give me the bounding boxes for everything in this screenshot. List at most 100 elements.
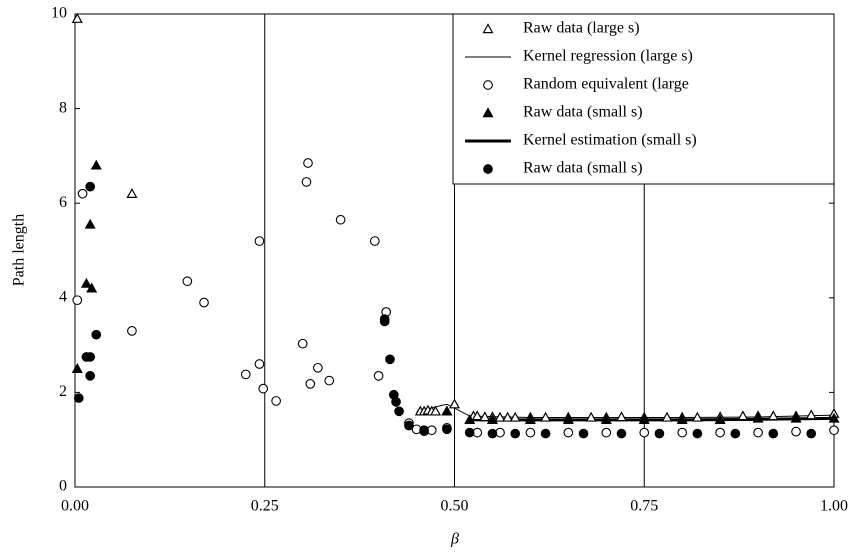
marker <box>714 414 726 425</box>
marker <box>258 383 269 394</box>
marker <box>199 297 209 308</box>
marker <box>829 425 839 436</box>
line <box>469 416 835 422</box>
y-tick-label: 6 <box>59 194 67 211</box>
marker <box>404 420 414 431</box>
marker <box>182 276 193 287</box>
marker <box>752 412 764 423</box>
marker <box>301 177 312 187</box>
marker <box>71 363 83 373</box>
x-axis-label: β <box>450 531 459 548</box>
y-tick-label: 2 <box>59 383 67 400</box>
marker <box>737 410 749 421</box>
marker <box>254 236 265 246</box>
marker <box>391 397 401 407</box>
marker <box>509 411 521 422</box>
marker <box>540 428 551 439</box>
x-tick-label: 0.00 <box>61 498 89 515</box>
marker <box>482 23 494 34</box>
y-tick-label: 4 <box>59 288 67 305</box>
marker <box>753 427 763 438</box>
y-axis-label: Path length <box>11 214 28 286</box>
marker <box>240 369 251 380</box>
marker <box>615 411 627 422</box>
marker <box>806 428 817 439</box>
marker <box>72 295 83 306</box>
marker <box>601 427 612 438</box>
marker <box>84 218 96 229</box>
marker <box>464 414 476 425</box>
marker <box>562 414 574 425</box>
marker <box>767 410 779 421</box>
marker <box>73 393 84 403</box>
legend-label: Kernel estimation (small s) <box>523 132 697 149</box>
marker <box>77 188 88 199</box>
marker <box>768 428 779 439</box>
x-tick-label: 1.00 <box>820 498 848 515</box>
marker <box>305 379 316 389</box>
marker <box>494 411 506 422</box>
marker <box>677 427 688 438</box>
marker <box>828 412 840 423</box>
marker <box>692 428 703 439</box>
marker <box>126 188 138 198</box>
legend-label: Raw data (large s) <box>523 20 640 37</box>
marker <box>805 409 817 420</box>
marker <box>419 426 429 437</box>
marker <box>661 411 673 422</box>
marker <box>91 329 102 340</box>
legend-label: Kernel regression (large s) <box>523 48 693 65</box>
marker <box>373 370 384 381</box>
marker <box>525 427 536 438</box>
marker <box>441 405 453 416</box>
marker <box>790 412 802 423</box>
marker <box>85 181 96 192</box>
legend-label: Random equivalent (large <box>523 76 689 93</box>
marker <box>791 426 801 437</box>
marker <box>487 428 498 439</box>
marker <box>676 414 688 425</box>
marker <box>479 411 491 422</box>
x-tick-label: 0.75 <box>630 498 658 515</box>
marker <box>483 164 493 174</box>
marker <box>379 314 390 324</box>
marker <box>654 428 665 439</box>
marker <box>638 414 650 425</box>
marker <box>715 427 726 438</box>
marker <box>369 236 380 246</box>
x-tick-label: 0.25 <box>251 498 279 515</box>
marker <box>563 427 574 438</box>
marker <box>510 428 521 439</box>
marker <box>385 354 395 365</box>
marker <box>482 107 494 118</box>
marker <box>71 12 83 23</box>
marker <box>254 359 265 369</box>
marker <box>471 410 483 421</box>
marker <box>324 375 335 386</box>
marker <box>86 282 98 293</box>
marker <box>335 214 346 225</box>
legend-label: Raw data (small s) <box>523 160 643 177</box>
marker <box>464 427 475 438</box>
marker <box>616 428 627 439</box>
marker <box>639 427 650 438</box>
marker <box>540 411 552 422</box>
marker <box>303 158 313 168</box>
marker <box>271 396 281 406</box>
marker <box>691 411 703 422</box>
legend-box <box>452 13 835 185</box>
marker <box>442 424 452 435</box>
marker <box>85 370 96 381</box>
marker <box>127 326 137 336</box>
marker <box>394 406 404 417</box>
marker <box>483 80 493 90</box>
legend-label: Raw data (small s) <box>523 104 643 121</box>
marker <box>578 428 589 439</box>
x-tick-label: 0.50 <box>441 498 469 515</box>
marker <box>85 352 96 362</box>
y-tick-label: 10 <box>51 5 67 22</box>
marker <box>524 414 536 425</box>
marker <box>585 411 597 422</box>
marker <box>430 405 442 416</box>
